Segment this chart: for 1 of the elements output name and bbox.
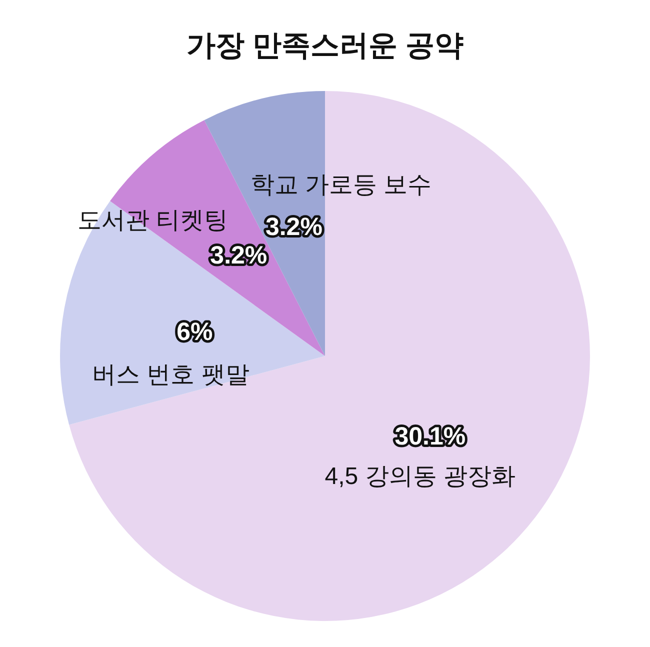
title: 가장 만족스러운 공약 — [186, 30, 464, 62]
